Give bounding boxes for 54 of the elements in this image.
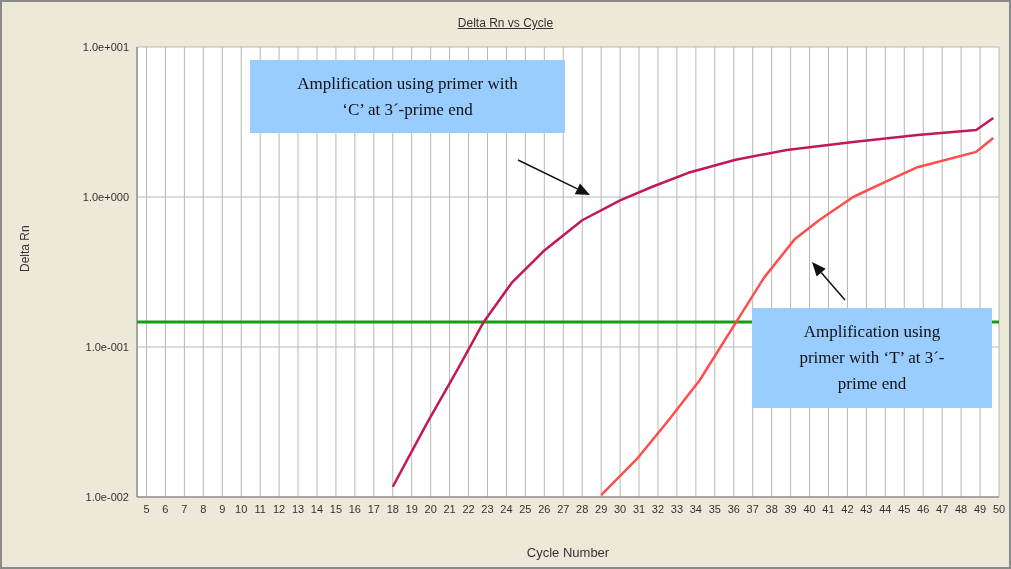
x-tick-label: 32 <box>651 502 665 515</box>
x-tick-label: 28 <box>576 502 589 515</box>
x-tick-label: 5 <box>143 502 150 515</box>
y-tick-label: 1.0e-002 <box>85 490 129 503</box>
x-tick-label: 8 <box>200 502 207 515</box>
x-tick-label: 10 <box>235 502 248 515</box>
y-axis-title: Delta Rn <box>18 225 33 272</box>
x-tick-label: 47 <box>936 502 949 515</box>
x-tick-label: 7 <box>181 502 188 515</box>
x-tick-label: 24 <box>500 502 513 515</box>
x-axis-title: Cycle Number <box>526 545 610 560</box>
x-tick-label: 6 <box>162 502 169 515</box>
x-tick-label: 14 <box>310 502 324 515</box>
x-tick-label: 26 <box>538 502 551 515</box>
x-tick-label: 23 <box>481 502 494 515</box>
x-tick-label: 15 <box>329 502 343 515</box>
y-tick-label: 1.0e+000 <box>82 190 129 203</box>
x-tick-label: 12 <box>272 502 286 515</box>
x-tick-label: 27 <box>557 502 570 515</box>
x-tick-label: 31 <box>632 502 646 515</box>
x-tick-label: 38 <box>765 502 778 515</box>
x-tick-label: 29 <box>595 502 608 515</box>
x-tick-label: 42 <box>841 502 854 515</box>
x-tick-label: 17 <box>367 502 380 515</box>
x-tick-label: 22 <box>462 502 475 515</box>
x-tick-label: 25 <box>519 502 532 515</box>
x-tick-label: 50 <box>992 502 1006 515</box>
x-tick-label: 21 <box>443 502 456 515</box>
x-tick-label: 48 <box>954 502 968 515</box>
x-tick-label: 35 <box>708 502 721 515</box>
x-tick-label: 45 <box>898 502 911 515</box>
x-tick-label: 33 <box>670 502 684 515</box>
x-tick-label: 30 <box>613 502 627 515</box>
x-tick-label: 11 <box>254 502 266 515</box>
x-tick-label: 37 <box>746 502 759 515</box>
y-tick-label: 1.0e-001 <box>85 340 129 353</box>
x-tick-label: 16 <box>348 502 361 515</box>
x-tick-label: 40 <box>803 502 816 515</box>
x-tick-label: 20 <box>424 502 437 515</box>
x-tick-label: 36 <box>727 502 740 515</box>
x-tick-label: 39 <box>784 502 797 515</box>
x-tick-label: 13 <box>291 502 305 515</box>
chart-title: Delta Rn vs Cycle <box>456 16 555 30</box>
x-tick-label: 41 <box>822 502 835 515</box>
line-series <box>599 136 995 497</box>
x-tick-label: 44 <box>879 502 892 515</box>
x-tick-label: 46 <box>917 502 930 515</box>
x-tick-label: 34 <box>689 502 702 515</box>
x-tick-label: 43 <box>860 502 873 515</box>
x-tick-label: 49 <box>973 502 987 515</box>
x-tick-label: 19 <box>405 502 418 515</box>
x-tick-label: 9 <box>219 502 226 515</box>
y-tick-label: 1.0e+001 <box>82 40 129 53</box>
x-tick-label: 18 <box>386 502 399 515</box>
